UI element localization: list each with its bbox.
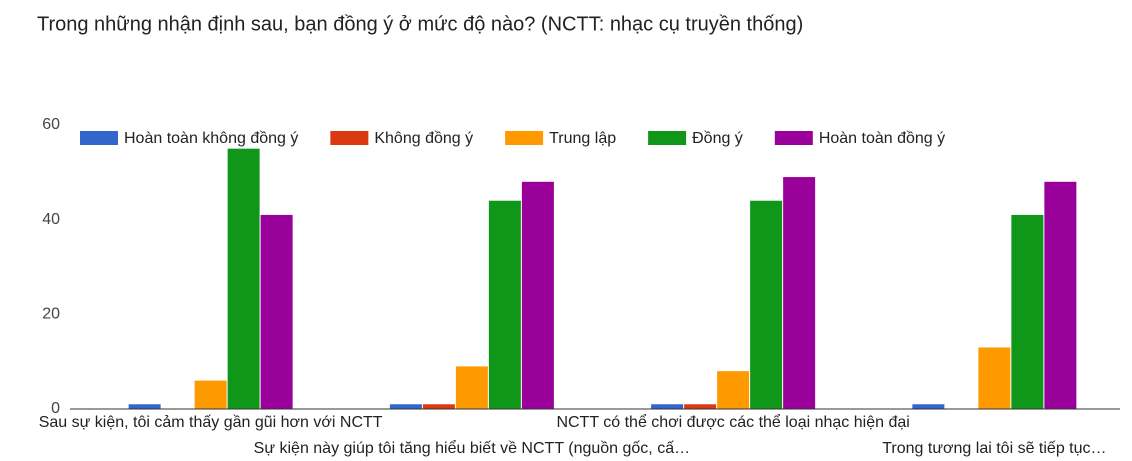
bar <box>912 404 945 409</box>
bar <box>684 404 717 409</box>
bar <box>750 200 783 409</box>
bar <box>194 380 227 409</box>
legend-label: Không đồng ý <box>374 130 473 147</box>
bar <box>227 148 260 409</box>
legend-label: Trung lập <box>549 130 616 147</box>
legend-swatch <box>505 131 544 145</box>
bar <box>128 404 161 409</box>
bar <box>783 177 816 409</box>
y-tick-label: 20 <box>42 306 60 323</box>
x-tick-label: NCTT có thể chơi được các thể loại nhạc … <box>556 413 909 431</box>
y-tick-label: 60 <box>42 116 60 133</box>
legend-swatch <box>648 131 687 145</box>
legend-label: Hoàn toàn đồng ý <box>819 130 945 147</box>
bar <box>1044 181 1077 409</box>
bar <box>260 214 293 409</box>
bar <box>1011 214 1044 409</box>
legend-swatch <box>330 131 369 145</box>
bar <box>978 347 1011 409</box>
x-tick-label: Trong tương lai tôi sẽ tiếp tục… <box>882 440 1106 457</box>
x-tick-label: Sau sự kiện, tôi cảm thấy gần gũi hơn vớ… <box>39 414 383 431</box>
legend-label: Đồng ý <box>692 130 743 147</box>
bar <box>389 404 422 409</box>
bar <box>488 200 521 409</box>
bar <box>717 371 750 409</box>
bar <box>422 404 455 409</box>
y-tick-label: 40 <box>42 211 60 228</box>
legend-swatch <box>80 131 118 145</box>
legend-label: Hoàn toàn không đồng ý <box>124 130 298 147</box>
chart-title: Trong những nhận định sau, bạn đồng ý ở … <box>37 13 803 35</box>
bar <box>651 404 684 409</box>
y-tick-label: 0 <box>51 400 60 417</box>
legend-swatch <box>774 131 813 145</box>
x-tick-label: Sự kiện này giúp tôi tăng hiểu biết về N… <box>254 439 690 457</box>
bar <box>521 181 554 409</box>
bar <box>455 366 488 409</box>
